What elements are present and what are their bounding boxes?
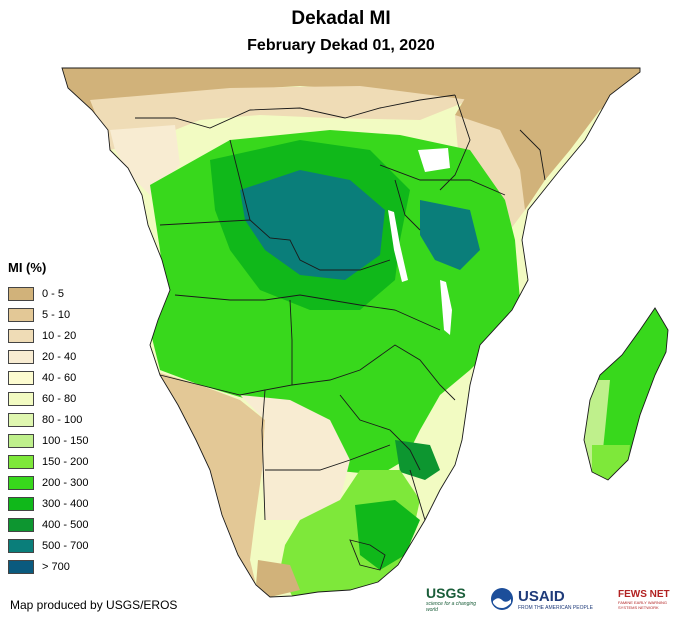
legend-label: 300 - 400 <box>42 497 89 510</box>
madagascar <box>583 307 669 481</box>
legend-label: 500 - 700 <box>42 539 89 552</box>
africa-landmass <box>61 67 641 598</box>
legend-item: 200 - 300 <box>8 472 88 493</box>
lake-victoria <box>418 148 450 172</box>
legend-swatch <box>8 538 34 553</box>
legend-item: 400 - 500 <box>8 514 88 535</box>
extreme-wet-tanzania <box>420 200 480 270</box>
dry-zone-namibia <box>150 370 265 585</box>
extreme-wet-congo <box>240 170 385 280</box>
legend-swatch <box>8 370 34 385</box>
semi-dry-zone-west <box>110 125 180 195</box>
legend-swatch <box>8 349 34 364</box>
lake-tanganyika <box>388 210 408 282</box>
legend-label: > 700 <box>42 560 70 573</box>
country-borders <box>61 67 641 598</box>
fews-net-tagline: FAMINE EARLY WARNING SYSTEMS NETWORK <box>618 599 668 610</box>
credit-text: Map produced by USGS/EROS <box>10 598 178 612</box>
legend-item: 150 - 200 <box>8 451 88 472</box>
madagascar-outline <box>583 307 669 481</box>
legend-item: 80 - 100 <box>8 409 88 430</box>
map-title: Dekadal MI <box>291 8 391 29</box>
legend-label: 200 - 300 <box>42 476 89 489</box>
legend-item: 40 - 60 <box>8 367 88 388</box>
legend-swatch <box>8 496 34 511</box>
legend-item: 500 - 700 <box>8 535 88 556</box>
fews-net-logo: FEWS NET FAMINE EARLY WARNING SYSTEMS NE… <box>618 584 676 614</box>
legend-item: 20 - 40 <box>8 346 88 367</box>
legend-items: 0 - 5 5 - 10 10 - 20 20 - 40 40 - 60 60 - 80 8… <box>8 283 88 577</box>
dry-zone-cape <box>256 560 300 597</box>
legend-item: 0 - 5 <box>8 283 88 304</box>
usgs-tagline: science for a changing world <box>426 601 477 613</box>
legend-swatch <box>8 328 34 343</box>
legend-swatch <box>8 391 34 406</box>
legend-swatch <box>8 286 34 301</box>
legend-title: MI (%) <box>8 260 47 275</box>
map-subtitle: February Dekad 01, 2020 <box>247 37 435 54</box>
legend-item: 60 - 80 <box>8 388 88 409</box>
wet-zone-south-east <box>355 500 420 570</box>
legend-label: 5 - 10 <box>42 308 71 321</box>
legend-item: 300 - 400 <box>8 493 88 514</box>
legend-label: 10 - 20 <box>42 329 77 342</box>
usgs-logo: USGS science for a changing world <box>426 584 488 614</box>
semi-dry-zone-north <box>90 86 470 150</box>
usaid-logo-text: USAID <box>518 587 565 605</box>
dry-zone-sahel <box>62 68 640 140</box>
legend: MI (%) 0 - 5 5 - 10 10 - 20 20 - 40 40 - 60 6… <box>8 260 88 577</box>
legend-item: > 700 <box>8 556 88 577</box>
legend-label: 150 - 200 <box>42 455 89 468</box>
legend-swatch <box>8 517 34 532</box>
semi-dry-zone-east <box>455 115 525 230</box>
legend-swatch <box>8 307 34 322</box>
legend-swatch <box>8 433 34 448</box>
legend-item: 100 - 150 <box>8 430 88 451</box>
semi-dry-zone-botswana <box>240 395 350 520</box>
extreme-wet-south <box>395 440 440 480</box>
legend-swatch <box>8 454 34 469</box>
legend-swatch <box>8 412 34 427</box>
legend-swatch <box>8 559 34 574</box>
madagascar-west-dry <box>584 380 610 478</box>
legend-item: 5 - 10 <box>8 304 88 325</box>
fews-net-logo-text: FEWS NET <box>618 588 670 600</box>
legend-swatch <box>8 475 34 490</box>
legend-label: 80 - 100 <box>42 413 83 426</box>
usaid-logo: USAID FROM THE AMERICAN PEOPLE <box>518 584 616 614</box>
madagascar-south-dry <box>592 445 630 480</box>
logos-bar: USGS science for a changing world USAID … <box>426 584 676 614</box>
usaid-tagline: FROM THE AMERICAN PEOPLE <box>518 604 593 611</box>
usgs-logo-text: USGS <box>426 585 466 601</box>
legend-label: 400 - 500 <box>42 518 89 531</box>
noaa-icon <box>491 588 513 610</box>
madagascar-base <box>584 308 668 480</box>
legend-label: 60 - 80 <box>42 392 77 405</box>
legend-label: 20 - 40 <box>42 350 77 363</box>
lake-malawi <box>440 280 452 335</box>
legend-label: 100 - 150 <box>42 434 89 447</box>
legend-label: 40 - 60 <box>42 371 77 384</box>
legend-item: 10 - 20 <box>8 325 88 346</box>
legend-label: 0 - 5 <box>42 287 65 300</box>
noaa-logo <box>490 584 514 614</box>
